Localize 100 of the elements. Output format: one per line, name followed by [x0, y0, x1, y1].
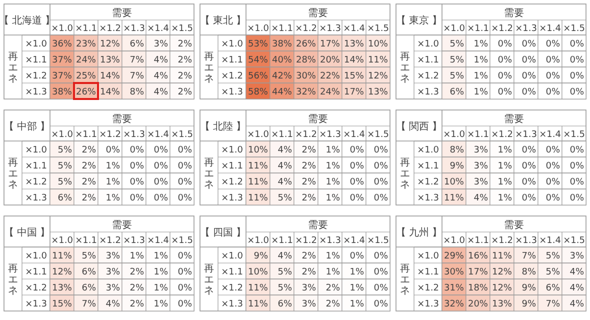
- x-tick-label: ×1.0: [443, 24, 466, 34]
- y-tick-label: ×1.0: [417, 146, 440, 156]
- x-tick-label: ×1.3: [123, 24, 145, 34]
- data-label: 0%: [130, 146, 144, 156]
- data-label: 4%: [278, 146, 292, 156]
- data-label: 5%: [278, 284, 292, 294]
- x-axis-title: 需要: [112, 220, 132, 231]
- x-axis-title: 需要: [308, 114, 328, 125]
- data-label: 10%: [444, 178, 464, 188]
- x-tick-label: ×1.5: [563, 24, 585, 34]
- data-label: 17%: [468, 268, 488, 278]
- data-label: 15%: [344, 72, 364, 82]
- data-label: 1%: [154, 300, 168, 310]
- y-tick-label: ×1.3: [417, 194, 439, 204]
- data-label: 7%: [522, 252, 536, 262]
- x-tick-label: ×1.0: [443, 130, 466, 140]
- data-label: 0%: [374, 300, 388, 310]
- data-label: 4%: [474, 194, 488, 204]
- data-label: 0%: [178, 162, 192, 172]
- data-label: 12%: [492, 284, 512, 294]
- data-label: 0%: [570, 146, 584, 156]
- y-axis-title: 再エネ: [400, 158, 410, 190]
- data-label: 0%: [178, 268, 192, 278]
- data-label: 0%: [178, 252, 192, 262]
- data-label: 8%: [130, 88, 144, 98]
- data-label: 1%: [498, 194, 512, 204]
- data-label: 4%: [278, 162, 292, 172]
- data-label: 0%: [546, 162, 560, 172]
- x-tick-label: ×1.2: [491, 130, 513, 140]
- data-label: 12%: [52, 268, 72, 278]
- x-tick-label: ×1.5: [367, 236, 389, 246]
- data-label: 1%: [326, 194, 340, 204]
- data-label: 2%: [82, 146, 96, 156]
- y-tick-label: ×1.1: [25, 268, 47, 278]
- data-label: 0%: [350, 146, 364, 156]
- data-label: 1%: [106, 162, 120, 172]
- y-axis-title: 再エネ: [204, 52, 214, 84]
- x-tick-label: ×1.0: [51, 130, 74, 140]
- data-label: 2%: [82, 162, 96, 172]
- data-label: 15%: [52, 300, 72, 310]
- data-label: 2%: [302, 178, 316, 188]
- x-tick-label: ×1.3: [319, 236, 341, 246]
- x-tick-label: ×1.5: [563, 130, 585, 140]
- data-label: 38%: [272, 40, 292, 50]
- x-tick-label: ×1.3: [123, 130, 145, 140]
- data-label: 2%: [302, 162, 316, 172]
- data-label: 20%: [468, 300, 488, 310]
- data-label: 16%: [468, 252, 488, 262]
- y-tick-label: ×1.3: [417, 300, 439, 310]
- data-label: 12%: [100, 40, 120, 50]
- data-label: 2%: [130, 284, 144, 294]
- data-label: 0%: [570, 194, 584, 204]
- y-tick-label: ×1.0: [25, 252, 48, 262]
- data-label: 2%: [130, 268, 144, 278]
- y-axis-title: 再エネ: [204, 158, 214, 190]
- data-label: 38%: [52, 88, 72, 98]
- data-label: 2%: [326, 300, 340, 310]
- data-label: 5%: [450, 72, 464, 82]
- data-label: 32%: [444, 300, 464, 310]
- data-label: 5%: [58, 146, 72, 156]
- x-tick-label: ×1.3: [515, 24, 537, 34]
- data-label: 6%: [130, 40, 144, 50]
- data-label: 58%: [248, 88, 268, 98]
- x-axis-title: 需要: [112, 8, 132, 19]
- data-label: 2%: [302, 194, 316, 204]
- data-label: 54%: [248, 56, 268, 66]
- y-tick-label: ×1.1: [417, 56, 439, 66]
- data-label: 2%: [302, 252, 316, 262]
- data-label: 0%: [130, 194, 144, 204]
- chart-title: 【 九州 】: [396, 226, 442, 238]
- data-label: 0%: [154, 162, 168, 172]
- data-label: 0%: [350, 194, 364, 204]
- x-tick-label: ×1.0: [51, 236, 74, 246]
- data-label: 0%: [130, 162, 144, 172]
- data-label: 11%: [248, 284, 268, 294]
- data-label: 30%: [296, 72, 316, 82]
- x-tick-label: ×1.5: [171, 236, 193, 246]
- y-tick-label: ×1.0: [221, 146, 244, 156]
- data-label: 0%: [570, 162, 584, 172]
- data-label: 28%: [296, 56, 316, 66]
- data-label: 26%: [296, 40, 316, 50]
- x-tick-label: ×1.4: [539, 24, 562, 34]
- data-label: 0%: [570, 178, 584, 188]
- data-label: 1%: [106, 194, 120, 204]
- data-label: 13%: [100, 56, 120, 66]
- data-label: 0%: [546, 88, 560, 98]
- x-axis-title: 需要: [308, 8, 328, 19]
- x-tick-label: ×1.0: [247, 24, 270, 34]
- x-axis-title: 需要: [308, 220, 328, 231]
- data-label: 13%: [344, 40, 364, 50]
- data-label: 8%: [450, 146, 464, 156]
- data-label: 1%: [326, 178, 340, 188]
- data-label: 8%: [522, 268, 536, 278]
- x-tick-label: ×1.4: [343, 236, 366, 246]
- data-label: 5%: [546, 252, 560, 262]
- x-tick-label: ×1.0: [443, 236, 466, 246]
- data-label: 1%: [326, 146, 340, 156]
- y-tick-label: ×1.3: [221, 88, 243, 98]
- x-tick-label: ×1.5: [367, 130, 389, 140]
- y-tick-label: ×1.2: [25, 72, 47, 82]
